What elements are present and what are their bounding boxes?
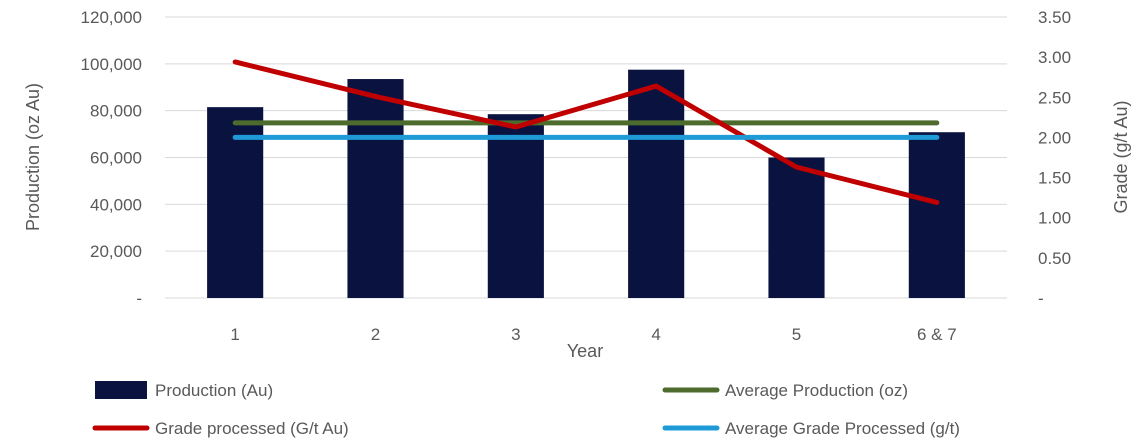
x-axis-title: Year <box>567 341 603 361</box>
y2-tick-label: 3.00 <box>1038 48 1071 67</box>
y2-axis-title: Grade (g/t Au) <box>1111 100 1131 213</box>
y-tick-label: - <box>136 289 142 308</box>
gridlines <box>165 16 1007 299</box>
series-line <box>232 59 940 205</box>
x-tick-label: 5 <box>792 325 801 344</box>
y2-tick-label: 1.50 <box>1038 169 1071 188</box>
y-axis-right: - 0.50 1.00 1.50 2.00 2.50 3.00 3.50 <box>1038 8 1071 308</box>
bar <box>487 114 544 298</box>
bar <box>628 69 685 298</box>
legend-label: Average Grade Processed (g/t) <box>725 419 960 438</box>
y-tick-label: 20,000 <box>90 242 142 261</box>
y2-tick-label: 2.00 <box>1038 128 1071 147</box>
bar <box>347 79 404 298</box>
x-tick-label: 2 <box>371 325 380 344</box>
legend-label: Average Production (oz) <box>725 381 908 400</box>
y-tick-label: 60,000 <box>90 149 142 168</box>
legend-label: Production (Au) <box>155 381 273 400</box>
y2-tick-label: 0.50 <box>1038 249 1071 268</box>
legend: Production (Au) Average Production (oz) Gr… <box>92 381 960 438</box>
legend-label: Grade processed (G/t Au) <box>155 419 349 438</box>
bar <box>768 157 825 298</box>
y-axis-left: - 20,000 40,000 60,000 80,000 100,000 120,000 <box>81 8 142 308</box>
bar-series <box>207 69 965 298</box>
y2-tick-label: 3.50 <box>1038 8 1071 27</box>
x-tick-label: 6 & 7 <box>917 325 957 344</box>
bar <box>908 132 965 298</box>
y2-tick-label: - <box>1038 289 1044 308</box>
x-tick-label: 3 <box>511 325 520 344</box>
line-series <box>232 59 940 205</box>
y-tick-label: 80,000 <box>90 102 142 121</box>
x-tick-label: 4 <box>651 325 660 344</box>
x-tick-label: 1 <box>230 325 239 344</box>
y-axis-title: Production (oz Au) <box>23 83 43 231</box>
x-axis: 1 2 3 4 5 6 & 7 <box>230 325 956 344</box>
y-tick-label: 100,000 <box>81 55 142 74</box>
y2-tick-label: 2.50 <box>1038 88 1071 107</box>
legend-swatch <box>95 381 147 399</box>
y-tick-label: 40,000 <box>90 195 142 214</box>
y2-tick-label: 1.00 <box>1038 209 1071 228</box>
y-tick-label: 120,000 <box>81 8 142 27</box>
